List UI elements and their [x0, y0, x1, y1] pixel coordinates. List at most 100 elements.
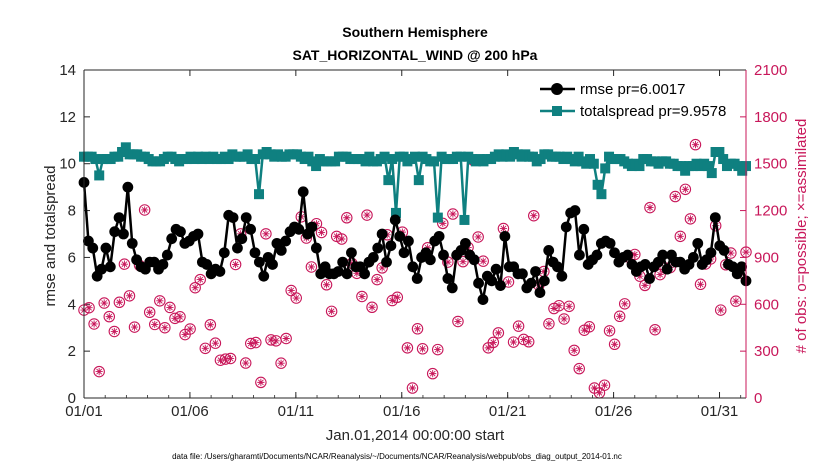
obs-marker-circle [492, 327, 505, 339]
rmse-point [490, 263, 502, 275]
rmse-point [534, 287, 546, 298]
obs-marker-cross [717, 306, 725, 314]
y-tick-label-right: 900 [754, 249, 779, 266]
rmse-point [253, 256, 265, 268]
rmse-point [543, 245, 555, 256]
obs-marker-cross [580, 326, 588, 334]
obs-marker-cross [287, 286, 295, 295]
obs-marker [730, 295, 742, 307]
rmse-point [240, 212, 252, 224]
obs-marker [290, 292, 302, 304]
obs-marker-circle [164, 301, 176, 314]
obs-marker [154, 295, 166, 307]
y-tick-label-right: 2100 [754, 62, 787, 79]
rmse-point [341, 268, 353, 280]
obs-marker-cross [504, 278, 513, 286]
obs-marker-cross [141, 206, 149, 214]
rmse-point [267, 259, 278, 270]
obs-marker [199, 342, 212, 355]
x-tick-label: 01/31 [701, 403, 739, 420]
rmse-point [394, 230, 406, 242]
plot-area: 0 2 4 6 8 10 12 14 0 300 600 900 1200 1500 1800 2100 01/… [59, 62, 787, 420]
obs-marker-cross [307, 263, 316, 271]
rmse-point [367, 252, 379, 263]
obs-marker-cross [322, 281, 331, 289]
obs-marker-circle [189, 281, 201, 294]
legend-marker-rmse [551, 83, 563, 95]
obs-marker-cross [575, 365, 583, 373]
obs-marker-circle [93, 365, 105, 378]
obs-marker-circle [730, 295, 742, 307]
rmse-point [468, 254, 480, 266]
obs-marker [512, 320, 525, 332]
rmse-point [446, 282, 458, 294]
obs-marker-circle [138, 204, 151, 216]
y-tick-label-left: 10 [59, 156, 76, 173]
obs-marker [315, 226, 328, 239]
y-axis-label-right: # of obs: o=possible; ×=assimilated [793, 119, 810, 354]
obs-marker-circle [679, 183, 692, 196]
obs-marker-cross [696, 280, 705, 288]
obs-marker-cross [252, 338, 260, 347]
obs-marker [275, 357, 287, 369]
totalspread-point [600, 163, 611, 174]
obs-marker-cross [196, 276, 204, 284]
obs-marker [88, 318, 100, 330]
rmse-point [403, 235, 414, 247]
obs-marker [371, 273, 383, 286]
obs-marker [361, 209, 373, 221]
obs-marker-cross [110, 327, 118, 336]
rmse-point [525, 277, 537, 289]
obs-marker-circle [174, 311, 186, 323]
totalspread-point [706, 168, 717, 179]
x-tick-label: 01/01 [65, 403, 103, 420]
totalspread-point [432, 212, 443, 223]
x-tick-label: 01/06 [171, 403, 209, 420]
obs-marker-circle [512, 320, 525, 332]
obs-marker [608, 338, 621, 351]
obs-marker-circle [315, 226, 328, 239]
obs-marker-circle [573, 362, 585, 375]
rmse-point [604, 237, 616, 249]
obs-marker-cross [651, 326, 659, 334]
obs-marker-cross [611, 340, 619, 348]
obs-marker-cross [353, 269, 361, 277]
totalspread-point [383, 175, 394, 186]
obs-marker-cross [545, 320, 553, 328]
rmse-point [126, 237, 138, 249]
obs-marker-cross [262, 230, 270, 238]
obs-marker [543, 318, 555, 330]
obs-marker-cross [621, 300, 629, 308]
obs-marker [563, 300, 575, 313]
y-tick-label-left: 6 [68, 249, 76, 266]
rmse-point [411, 273, 423, 284]
rmse-point [104, 261, 116, 273]
obs-marker [148, 318, 161, 331]
obs-marker-circle [426, 367, 439, 380]
obs-marker [260, 228, 272, 240]
obs-marker-cross [90, 320, 98, 328]
y-tick-label-left: 0 [68, 390, 76, 407]
obs-marker-circle [371, 273, 383, 286]
rmse-point [644, 273, 655, 284]
y-tick-label-left: 2 [68, 343, 76, 360]
obs-marker [568, 344, 580, 357]
obs-marker [164, 301, 176, 314]
obs-marker [143, 306, 156, 319]
obs-marker-cross [641, 281, 649, 289]
obs-marker-cross [616, 312, 624, 320]
totalspread-point [588, 158, 599, 169]
obs-marker-cross [176, 313, 184, 321]
rmse-point [560, 221, 572, 233]
obs-marker-circle [431, 343, 444, 356]
obs-marker-circle [280, 332, 292, 345]
x-tick-label: 01/16 [383, 403, 421, 420]
rmse-point [118, 228, 129, 240]
obs-marker [103, 310, 116, 323]
totalspread-point [429, 156, 440, 167]
obs-marker [694, 278, 707, 291]
obs-marker-cross [681, 185, 689, 193]
y-tick-label-right: 1200 [754, 203, 787, 220]
